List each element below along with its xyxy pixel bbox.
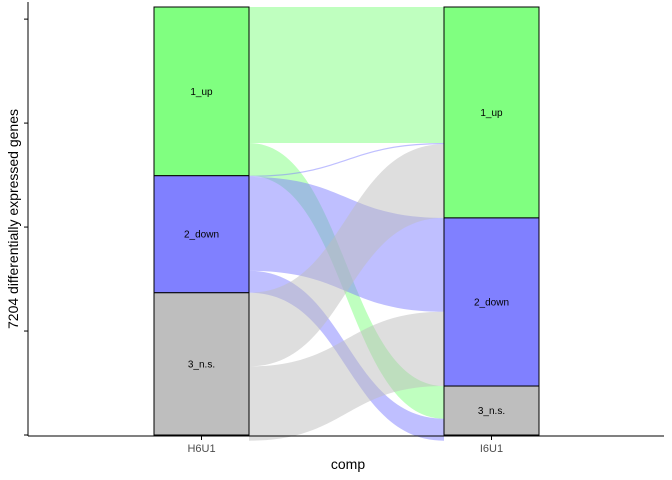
flow-3_n.s.-to-1_up xyxy=(249,144,444,367)
stratum-H6U1-2_down xyxy=(153,175,250,294)
flow-1_up-to-1_up xyxy=(249,7,444,144)
flow-2_down-to-1_up xyxy=(249,143,444,177)
flows-layer xyxy=(249,7,444,441)
stratum-label-I6U1-2_down: 2_down xyxy=(474,297,509,308)
stratum-I6U1-1_up xyxy=(443,6,540,219)
y-axis-title: 7204 differentially expressed genes xyxy=(5,109,21,329)
stratum-H6U1-3_n.s. xyxy=(153,292,250,436)
x-axis-title: comp xyxy=(331,456,365,472)
x-tick-label-I6U1: I6U1 xyxy=(480,443,503,455)
stratum-label-I6U1-1_up: 1_up xyxy=(480,108,503,119)
stratum-H6U1-1_up xyxy=(153,6,250,177)
flow-3_n.s.-to-2_down xyxy=(249,311,444,441)
x-tick-label-H6U1: H6U1 xyxy=(187,443,215,455)
stratum-label-H6U1-2_down: 2_down xyxy=(184,230,219,241)
strata-layer: 1_up 2_down 3_n.s. 1_up 2_down 3_n.s. xyxy=(153,6,540,436)
stratum-I6U1-3_n.s. xyxy=(443,385,540,436)
axes-layer: H6U1 I6U1 xyxy=(24,2,664,455)
stratum-I6U1-2_down xyxy=(443,217,540,387)
stratum-label-H6U1-1_up: 1_up xyxy=(190,87,213,98)
stratum-label-I6U1-3_n.s.: 3_n.s. xyxy=(478,406,505,417)
stratum-label-H6U1-3_n.s.: 3_n.s. xyxy=(188,359,215,370)
